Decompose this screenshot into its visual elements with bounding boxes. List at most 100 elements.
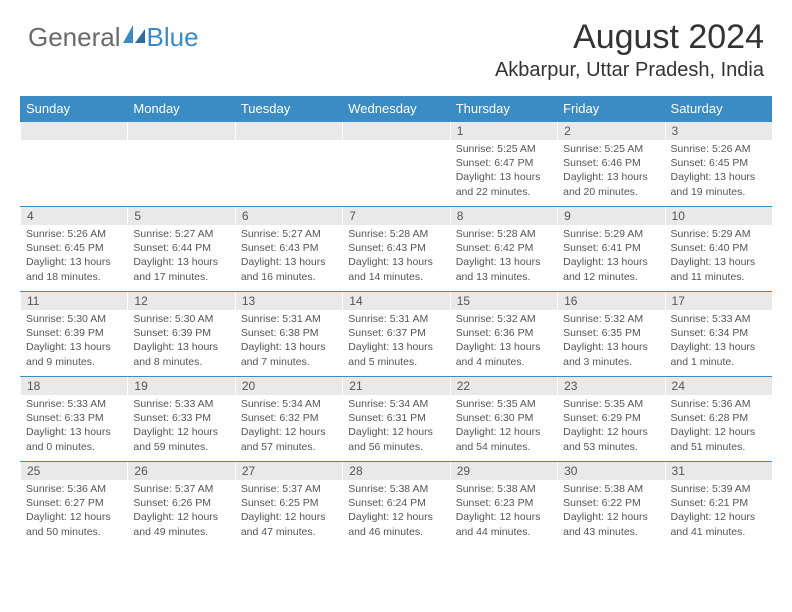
day-number: 15 <box>451 292 557 310</box>
calendar-cell: 29Sunrise: 5:38 AMSunset: 6:23 PMDayligh… <box>450 462 557 546</box>
title-block: August 2024 Akbarpur, Uttar Pradesh, Ind… <box>495 18 764 82</box>
day-number: 29 <box>451 462 557 480</box>
day-details: Sunrise: 5:35 AMSunset: 6:29 PMDaylight:… <box>558 395 664 456</box>
calendar-cell: 17Sunrise: 5:33 AMSunset: 6:34 PMDayligh… <box>665 292 772 376</box>
day-details: Sunrise: 5:34 AMSunset: 6:31 PMDaylight:… <box>343 395 449 456</box>
day-number: 22 <box>451 377 557 395</box>
week-row: 1Sunrise: 5:25 AMSunset: 6:47 PMDaylight… <box>20 121 772 206</box>
calendar-cell: 26Sunrise: 5:37 AMSunset: 6:26 PMDayligh… <box>127 462 234 546</box>
day-number: 16 <box>558 292 664 310</box>
day-details: Sunrise: 5:32 AMSunset: 6:35 PMDaylight:… <box>558 310 664 371</box>
day-number: 21 <box>343 377 449 395</box>
day-number: 27 <box>236 462 342 480</box>
month-title: August 2024 <box>495 18 764 57</box>
calendar-cell: 24Sunrise: 5:36 AMSunset: 6:28 PMDayligh… <box>665 377 772 461</box>
day-number: 31 <box>666 462 772 480</box>
day-details: Sunrise: 5:30 AMSunset: 6:39 PMDaylight:… <box>128 310 234 371</box>
day-details: Sunrise: 5:29 AMSunset: 6:41 PMDaylight:… <box>558 225 664 286</box>
week-row: 25Sunrise: 5:36 AMSunset: 6:27 PMDayligh… <box>20 461 772 546</box>
day-details: Sunrise: 5:36 AMSunset: 6:27 PMDaylight:… <box>21 480 127 541</box>
day-number: 1 <box>451 122 557 140</box>
day-details: Sunrise: 5:36 AMSunset: 6:28 PMDaylight:… <box>666 395 772 456</box>
header: General Blue August 2024 Akbarpur, Uttar… <box>0 0 792 90</box>
calendar-cell: 9Sunrise: 5:29 AMSunset: 6:41 PMDaylight… <box>557 207 664 291</box>
day-details: Sunrise: 5:25 AMSunset: 6:46 PMDaylight:… <box>558 140 664 201</box>
day-headers-row: SundayMondayTuesdayWednesdayThursdayFrid… <box>20 96 772 121</box>
logo: General Blue <box>28 22 199 53</box>
day-number: 13 <box>236 292 342 310</box>
day-details: Sunrise: 5:39 AMSunset: 6:21 PMDaylight:… <box>666 480 772 541</box>
calendar-cell: 19Sunrise: 5:33 AMSunset: 6:33 PMDayligh… <box>127 377 234 461</box>
calendar-cell: 23Sunrise: 5:35 AMSunset: 6:29 PMDayligh… <box>557 377 664 461</box>
day-number: 18 <box>21 377 127 395</box>
day-number: 10 <box>666 207 772 225</box>
calendar-cell <box>235 122 342 206</box>
day-details: Sunrise: 5:34 AMSunset: 6:32 PMDaylight:… <box>236 395 342 456</box>
calendar-cell <box>127 122 234 206</box>
calendar-cell: 2Sunrise: 5:25 AMSunset: 6:46 PMDaylight… <box>557 122 664 206</box>
calendar-cell: 10Sunrise: 5:29 AMSunset: 6:40 PMDayligh… <box>665 207 772 291</box>
day-number: 9 <box>558 207 664 225</box>
day-number: 8 <box>451 207 557 225</box>
day-details: Sunrise: 5:31 AMSunset: 6:37 PMDaylight:… <box>343 310 449 371</box>
day-details: Sunrise: 5:37 AMSunset: 6:25 PMDaylight:… <box>236 480 342 541</box>
day-number: 17 <box>666 292 772 310</box>
calendar: SundayMondayTuesdayWednesdayThursdayFrid… <box>20 96 772 546</box>
day-number <box>236 122 342 140</box>
logo-text-blue: Blue <box>147 22 199 53</box>
calendar-cell: 13Sunrise: 5:31 AMSunset: 6:38 PMDayligh… <box>235 292 342 376</box>
day-number: 4 <box>21 207 127 225</box>
day-number: 19 <box>128 377 234 395</box>
day-number: 5 <box>128 207 234 225</box>
day-header-friday: Friday <box>557 96 664 121</box>
day-number: 25 <box>21 462 127 480</box>
calendar-cell: 30Sunrise: 5:38 AMSunset: 6:22 PMDayligh… <box>557 462 664 546</box>
day-details: Sunrise: 5:33 AMSunset: 6:34 PMDaylight:… <box>666 310 772 371</box>
day-details: Sunrise: 5:33 AMSunset: 6:33 PMDaylight:… <box>21 395 127 456</box>
day-number: 23 <box>558 377 664 395</box>
day-number: 24 <box>666 377 772 395</box>
day-number: 7 <box>343 207 449 225</box>
day-details: Sunrise: 5:31 AMSunset: 6:38 PMDaylight:… <box>236 310 342 371</box>
calendar-cell: 1Sunrise: 5:25 AMSunset: 6:47 PMDaylight… <box>450 122 557 206</box>
day-number: 12 <box>128 292 234 310</box>
day-header-wednesday: Wednesday <box>342 96 449 121</box>
logo-sail-icon <box>123 25 145 50</box>
calendar-cell: 20Sunrise: 5:34 AMSunset: 6:32 PMDayligh… <box>235 377 342 461</box>
calendar-cell: 31Sunrise: 5:39 AMSunset: 6:21 PMDayligh… <box>665 462 772 546</box>
day-header-monday: Monday <box>127 96 234 121</box>
day-header-saturday: Saturday <box>665 96 772 121</box>
day-details: Sunrise: 5:38 AMSunset: 6:22 PMDaylight:… <box>558 480 664 541</box>
day-details: Sunrise: 5:35 AMSunset: 6:30 PMDaylight:… <box>451 395 557 456</box>
day-details: Sunrise: 5:28 AMSunset: 6:43 PMDaylight:… <box>343 225 449 286</box>
day-details: Sunrise: 5:29 AMSunset: 6:40 PMDaylight:… <box>666 225 772 286</box>
calendar-cell: 3Sunrise: 5:26 AMSunset: 6:45 PMDaylight… <box>665 122 772 206</box>
calendar-cell <box>20 122 127 206</box>
day-number: 2 <box>558 122 664 140</box>
calendar-cell: 6Sunrise: 5:27 AMSunset: 6:43 PMDaylight… <box>235 207 342 291</box>
calendar-cell: 5Sunrise: 5:27 AMSunset: 6:44 PMDaylight… <box>127 207 234 291</box>
day-number <box>21 122 127 140</box>
day-details: Sunrise: 5:27 AMSunset: 6:43 PMDaylight:… <box>236 225 342 286</box>
day-number: 3 <box>666 122 772 140</box>
calendar-cell: 16Sunrise: 5:32 AMSunset: 6:35 PMDayligh… <box>557 292 664 376</box>
calendar-cell <box>342 122 449 206</box>
week-row: 18Sunrise: 5:33 AMSunset: 6:33 PMDayligh… <box>20 376 772 461</box>
day-details: Sunrise: 5:30 AMSunset: 6:39 PMDaylight:… <box>21 310 127 371</box>
day-header-thursday: Thursday <box>450 96 557 121</box>
calendar-cell: 27Sunrise: 5:37 AMSunset: 6:25 PMDayligh… <box>235 462 342 546</box>
calendar-cell: 14Sunrise: 5:31 AMSunset: 6:37 PMDayligh… <box>342 292 449 376</box>
day-number: 11 <box>21 292 127 310</box>
calendar-cell: 4Sunrise: 5:26 AMSunset: 6:45 PMDaylight… <box>20 207 127 291</box>
day-details: Sunrise: 5:25 AMSunset: 6:47 PMDaylight:… <box>451 140 557 201</box>
day-number: 20 <box>236 377 342 395</box>
day-details: Sunrise: 5:37 AMSunset: 6:26 PMDaylight:… <box>128 480 234 541</box>
day-header-tuesday: Tuesday <box>235 96 342 121</box>
logo-text-general: General <box>28 22 121 53</box>
calendar-cell: 7Sunrise: 5:28 AMSunset: 6:43 PMDaylight… <box>342 207 449 291</box>
day-details: Sunrise: 5:26 AMSunset: 6:45 PMDaylight:… <box>21 225 127 286</box>
calendar-cell: 8Sunrise: 5:28 AMSunset: 6:42 PMDaylight… <box>450 207 557 291</box>
calendar-cell: 21Sunrise: 5:34 AMSunset: 6:31 PMDayligh… <box>342 377 449 461</box>
calendar-cell: 22Sunrise: 5:35 AMSunset: 6:30 PMDayligh… <box>450 377 557 461</box>
day-details: Sunrise: 5:33 AMSunset: 6:33 PMDaylight:… <box>128 395 234 456</box>
